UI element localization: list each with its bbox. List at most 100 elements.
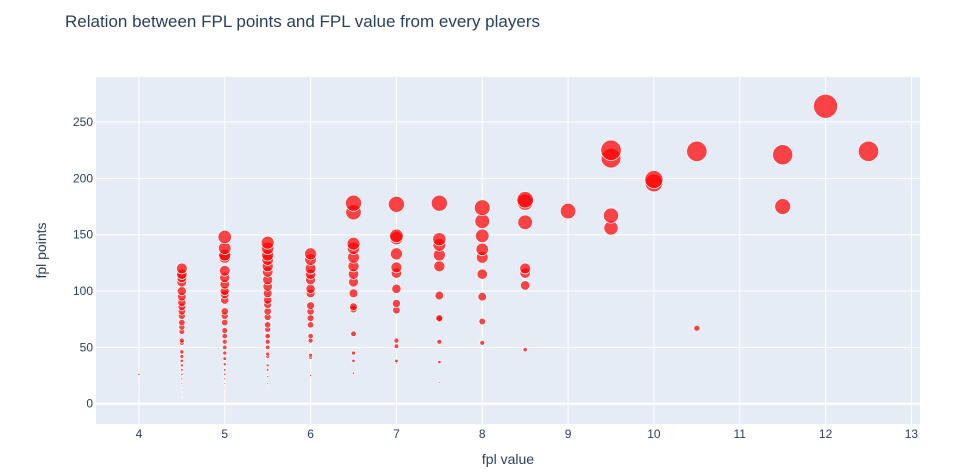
- data-point: [478, 317, 486, 326]
- data-point: [179, 349, 185, 355]
- x-tick-labels: 4 5 6 7 8 9 10 11 12 13: [136, 427, 919, 441]
- data-point: [176, 262, 188, 275]
- data-point: [308, 352, 313, 358]
- data-point: [391, 283, 402, 294]
- data-point: [857, 140, 880, 162]
- x-axis-title: fpl value: [482, 451, 534, 467]
- data-point: [266, 375, 270, 379]
- data-point: [264, 338, 271, 345]
- data-point: [179, 363, 184, 368]
- x-tick-label: 5: [221, 427, 228, 441]
- data-point: [434, 290, 445, 301]
- data-point: [517, 214, 533, 231]
- data-point: [686, 140, 708, 162]
- data-point: [476, 268, 488, 280]
- x-tick-label: 7: [393, 427, 400, 441]
- data-point: [388, 195, 405, 213]
- data-point: [221, 327, 229, 334]
- data-point: [351, 358, 356, 363]
- data-point: [438, 381, 441, 384]
- data-point: [223, 382, 226, 385]
- data-point: [430, 194, 448, 212]
- data-point: [345, 194, 362, 212]
- data-point: [390, 261, 403, 274]
- data-point: [221, 333, 228, 340]
- data-point: [477, 292, 487, 302]
- data-point: [180, 396, 183, 398]
- y-axis-title: fpl points: [33, 222, 49, 278]
- data-point: [137, 386, 140, 389]
- data-point: [693, 324, 701, 332]
- data-point: [394, 358, 399, 363]
- data-point: [137, 393, 140, 396]
- data-point: [223, 377, 227, 381]
- data-point: [220, 307, 229, 316]
- data-point: [265, 351, 271, 357]
- x-tick-label: 6: [307, 427, 314, 441]
- data-point: [475, 242, 489, 256]
- data-point: [349, 302, 358, 312]
- data-point: [265, 363, 270, 368]
- data-point: [305, 283, 316, 294]
- data-point: [474, 213, 490, 229]
- x-tick-label: 12: [819, 427, 833, 441]
- data-point: [393, 337, 400, 344]
- data-point: [772, 144, 794, 166]
- data-point: [600, 139, 622, 161]
- data-point: [223, 391, 226, 394]
- data-point: [222, 344, 228, 351]
- data-point: [137, 372, 141, 376]
- data-point: [222, 350, 228, 356]
- y-tick-label: 0: [86, 397, 93, 411]
- plot-background: [96, 77, 920, 424]
- data-point: [392, 299, 401, 308]
- data-point: [437, 360, 442, 365]
- data-point: [351, 371, 356, 375]
- data-point: [393, 343, 400, 349]
- data-point: [432, 232, 447, 247]
- data-point: [265, 344, 271, 351]
- y-tick-labels: 0 50 100 150 200 250: [73, 115, 93, 411]
- data-point: [309, 374, 313, 378]
- data-point: [222, 362, 227, 367]
- data-point: [306, 314, 315, 322]
- data-point: [389, 228, 404, 243]
- data-point: [435, 314, 444, 322]
- data-point: [433, 260, 446, 273]
- data-point: [178, 337, 185, 344]
- data-point: [813, 93, 838, 119]
- x-tick-label: 4: [136, 427, 143, 441]
- data-point: [520, 280, 531, 291]
- data-markers: [137, 93, 880, 398]
- data-point: [390, 247, 403, 261]
- data-point: [264, 333, 271, 340]
- data-point: [350, 330, 357, 338]
- data-point: [306, 301, 315, 311]
- x-tick-label: 10: [647, 427, 661, 441]
- data-point: [266, 382, 269, 385]
- data-point: [265, 368, 270, 372]
- data-point: [307, 321, 315, 329]
- data-point: [219, 265, 231, 277]
- data-point: [221, 318, 229, 327]
- data-point: [223, 368, 227, 372]
- data-point: [264, 321, 272, 329]
- data-point: [307, 333, 314, 340]
- y-tick-label: 150: [73, 228, 93, 242]
- data-point: [179, 358, 184, 363]
- y-tick-label: 200: [73, 171, 93, 185]
- data-point: [221, 338, 228, 345]
- data-point: [603, 207, 619, 224]
- data-point: [473, 199, 491, 216]
- chart-title: Relation between FPL points and FPL valu…: [65, 12, 540, 31]
- data-point: [475, 228, 490, 243]
- y-tick-label: 50: [80, 340, 94, 354]
- data-point: [260, 235, 275, 250]
- data-point: [178, 318, 186, 327]
- data-point: [346, 236, 361, 251]
- data-point: [176, 286, 187, 296]
- x-tick-label: 11: [734, 427, 747, 441]
- data-point: [222, 356, 227, 361]
- data-point: [516, 191, 534, 209]
